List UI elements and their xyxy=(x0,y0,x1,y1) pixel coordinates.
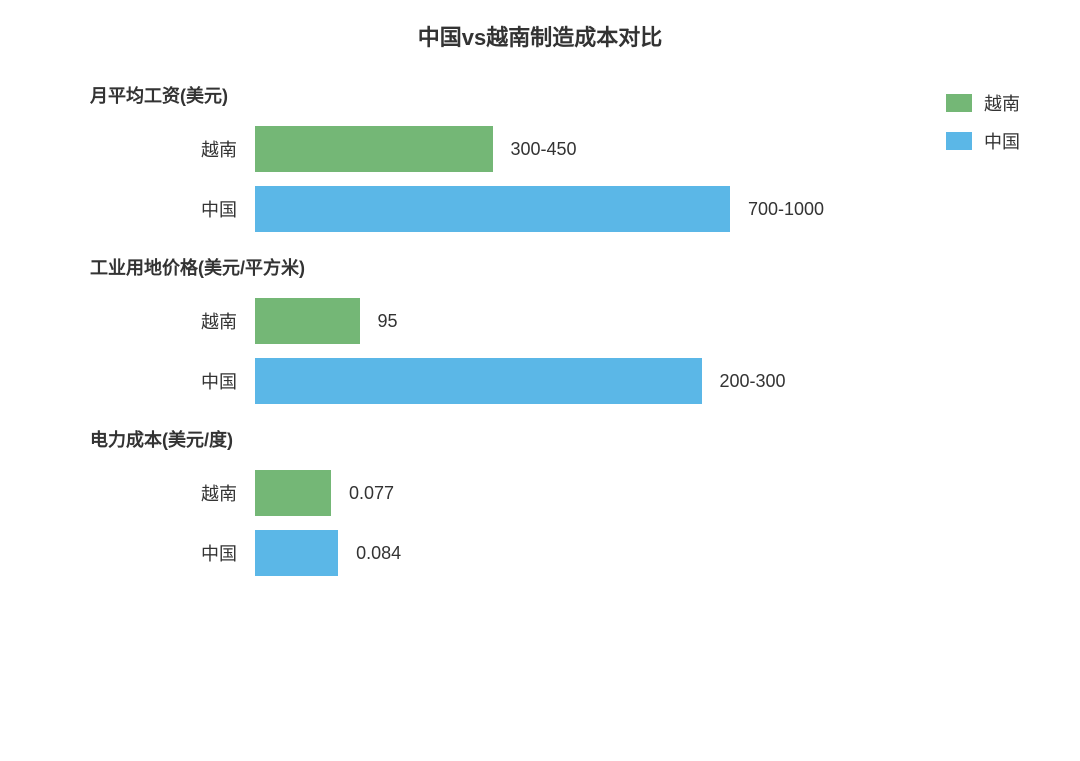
bar-row: 中国 200-300 xyxy=(40,358,890,404)
bar-row: 中国 0.084 xyxy=(40,530,890,576)
bar-value: 300-450 xyxy=(511,139,577,160)
chart-body: 越南 中国 月平均工资(美元) 越南 300-450 中国 700-1000 xyxy=(40,82,1040,576)
legend-item-china: 中国 xyxy=(946,128,1020,154)
bar-track: 200-300 xyxy=(255,358,890,404)
bar-row: 越南 300-450 xyxy=(40,126,890,172)
bar-label: 中国 xyxy=(40,368,255,394)
section-title-wages: 月平均工资(美元) xyxy=(90,82,890,108)
section-land: 工业用地价格(美元/平方米) 越南 95 中国 200-300 xyxy=(40,254,890,404)
bar-value: 0.084 xyxy=(356,543,401,564)
legend-swatch-vietnam xyxy=(946,94,972,112)
legend-swatch-china xyxy=(946,132,972,150)
bar-china-land xyxy=(255,358,702,404)
bar-vietnam-land xyxy=(255,298,360,344)
bar-track: 95 xyxy=(255,298,890,344)
legend-label-vietnam: 越南 xyxy=(984,90,1020,116)
bar-value: 200-300 xyxy=(720,371,786,392)
section-electricity: 电力成本(美元/度) 越南 0.077 中国 0.084 xyxy=(40,426,890,576)
legend-item-vietnam: 越南 xyxy=(946,90,1020,116)
bar-vietnam-electricity xyxy=(255,470,331,516)
legend-label-china: 中国 xyxy=(984,128,1020,154)
bar-label: 中国 xyxy=(40,540,255,566)
section-wages: 月平均工资(美元) 越南 300-450 中国 700-1000 xyxy=(40,82,890,232)
bar-value: 0.077 xyxy=(349,483,394,504)
bar-track: 300-450 xyxy=(255,126,890,172)
section-title-land: 工业用地价格(美元/平方米) xyxy=(90,254,890,280)
chart-area: 月平均工资(美元) 越南 300-450 中国 700-1000 工业用地价格(… xyxy=(40,82,890,576)
bar-row: 中国 700-1000 xyxy=(40,186,890,232)
bar-row: 越南 95 xyxy=(40,298,890,344)
bar-value: 700-1000 xyxy=(748,199,824,220)
bar-value: 95 xyxy=(378,311,398,332)
bar-label: 越南 xyxy=(40,308,255,334)
section-title-electricity: 电力成本(美元/度) xyxy=(90,426,890,452)
bar-row: 越南 0.077 xyxy=(40,470,890,516)
chart-title: 中国vs越南制造成本对比 xyxy=(40,20,1040,52)
bar-label: 越南 xyxy=(40,136,255,162)
bar-vietnam-wages xyxy=(255,126,493,172)
bar-china-electricity xyxy=(255,530,338,576)
bar-track: 700-1000 xyxy=(255,186,890,232)
bar-track: 0.084 xyxy=(255,530,890,576)
bar-label: 中国 xyxy=(40,196,255,222)
legend: 越南 中国 xyxy=(946,90,1020,166)
bar-track: 0.077 xyxy=(255,470,890,516)
bar-china-wages xyxy=(255,186,730,232)
bar-label: 越南 xyxy=(40,480,255,506)
